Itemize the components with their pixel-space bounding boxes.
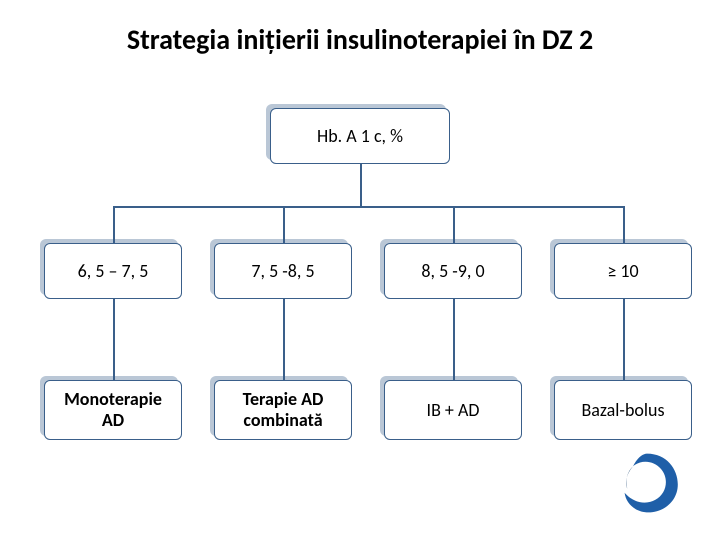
connector xyxy=(283,206,285,243)
connector xyxy=(360,164,362,206)
node-range-label: 8, 5 -9, 0 xyxy=(421,261,484,282)
connector xyxy=(113,206,623,208)
connector xyxy=(623,299,625,380)
node-range-label: 7, 5 -8, 5 xyxy=(251,261,314,282)
node-root-label: Hb. A 1 c, % xyxy=(317,126,403,147)
swirl-icon xyxy=(612,448,682,518)
connector xyxy=(113,206,115,243)
node-range-2: 8, 5 -9, 0 xyxy=(384,243,522,299)
connector xyxy=(623,206,625,243)
node-therapy-label: Monoterapie AD xyxy=(51,389,175,430)
slide: Strategia inițierii insulinoterapiei în … xyxy=(0,0,720,540)
connector xyxy=(453,299,455,380)
node-therapy-3: Bazal-bolus xyxy=(554,380,692,440)
brand-logo xyxy=(612,448,682,518)
page-title: Strategia inițierii insulinoterapiei în … xyxy=(0,22,720,57)
node-range-0: 6, 5 – 7, 5 xyxy=(44,243,182,299)
node-therapy-label: Terapie AD combinată xyxy=(221,389,345,430)
node-therapy-label: Bazal-bolus xyxy=(581,400,664,421)
node-therapy-1: Terapie AD combinată xyxy=(214,380,352,440)
node-range-3: ≥ 10 xyxy=(554,243,692,299)
node-therapy-label: IB + AD xyxy=(427,400,480,421)
node-therapy-0: Monoterapie AD xyxy=(44,380,182,440)
node-root: Hb. A 1 c, % xyxy=(270,108,450,164)
node-therapy-2: IB + AD xyxy=(384,380,522,440)
connector xyxy=(283,299,285,380)
node-range-label: 6, 5 – 7, 5 xyxy=(78,261,149,282)
node-range-label: ≥ 10 xyxy=(607,261,638,282)
node-range-1: 7, 5 -8, 5 xyxy=(214,243,352,299)
connector xyxy=(113,299,115,380)
connector xyxy=(453,206,455,243)
